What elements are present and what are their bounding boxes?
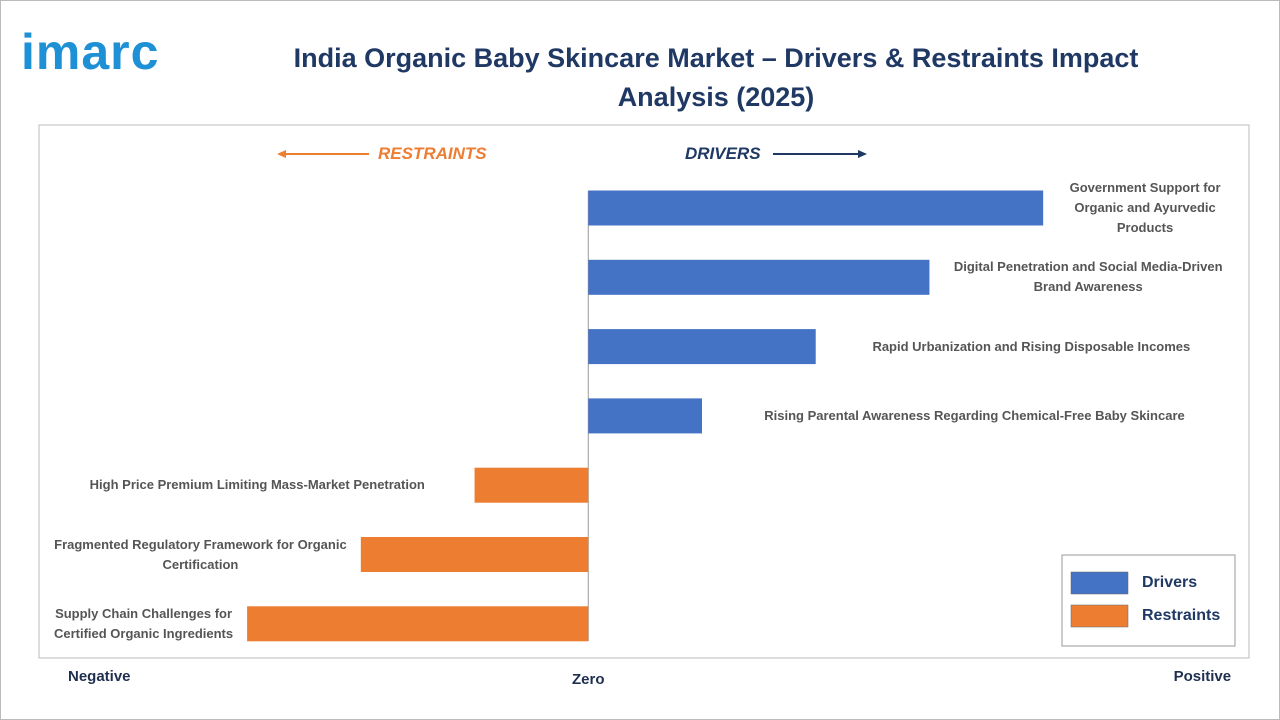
legend-swatch <box>1070 571 1129 595</box>
x-tick-label: Negative <box>68 668 131 685</box>
bar-label: Digital Penetration and Social Media-Dri… <box>953 259 1223 295</box>
bar <box>588 329 816 365</box>
bar-label: Supply Chain Challenges for Certified Or… <box>53 605 234 641</box>
legend-box <box>1061 554 1236 647</box>
legend-label: Restraints <box>1142 607 1221 624</box>
bar-label: High Price Premium Limiting Mass-Market … <box>89 477 425 493</box>
x-tick-label: Zero <box>572 671 605 688</box>
chart-title: India Organic Baby Skincare Market – Dri… <box>293 43 1139 112</box>
bar <box>588 259 930 295</box>
drivers-arrowhead <box>858 150 867 158</box>
annotation: RESTRAINTS <box>378 144 487 163</box>
bar <box>588 398 702 434</box>
bar <box>360 537 589 572</box>
bar <box>474 467 589 503</box>
legend-swatch <box>1070 604 1129 628</box>
bar <box>247 606 589 642</box>
bar-label: Government Support for Organic and Ayurv… <box>1069 180 1221 235</box>
x-tick-label: Positive <box>1173 668 1232 685</box>
annotation: DRIVERS <box>685 144 761 163</box>
legend-label: Drivers <box>1142 574 1198 591</box>
bar <box>588 190 1044 226</box>
bar-label: Rising Parental Awareness Regarding Chem… <box>764 407 1185 423</box>
logo: imarc <box>21 24 160 80</box>
bar-label: Fragmented Regulatory Framework for Orga… <box>54 536 347 572</box>
plot-frame <box>38 124 1250 659</box>
bar-label: Rapid Urbanization and Rising Disposable… <box>872 338 1191 354</box>
restraints-arrowhead <box>277 150 286 158</box>
